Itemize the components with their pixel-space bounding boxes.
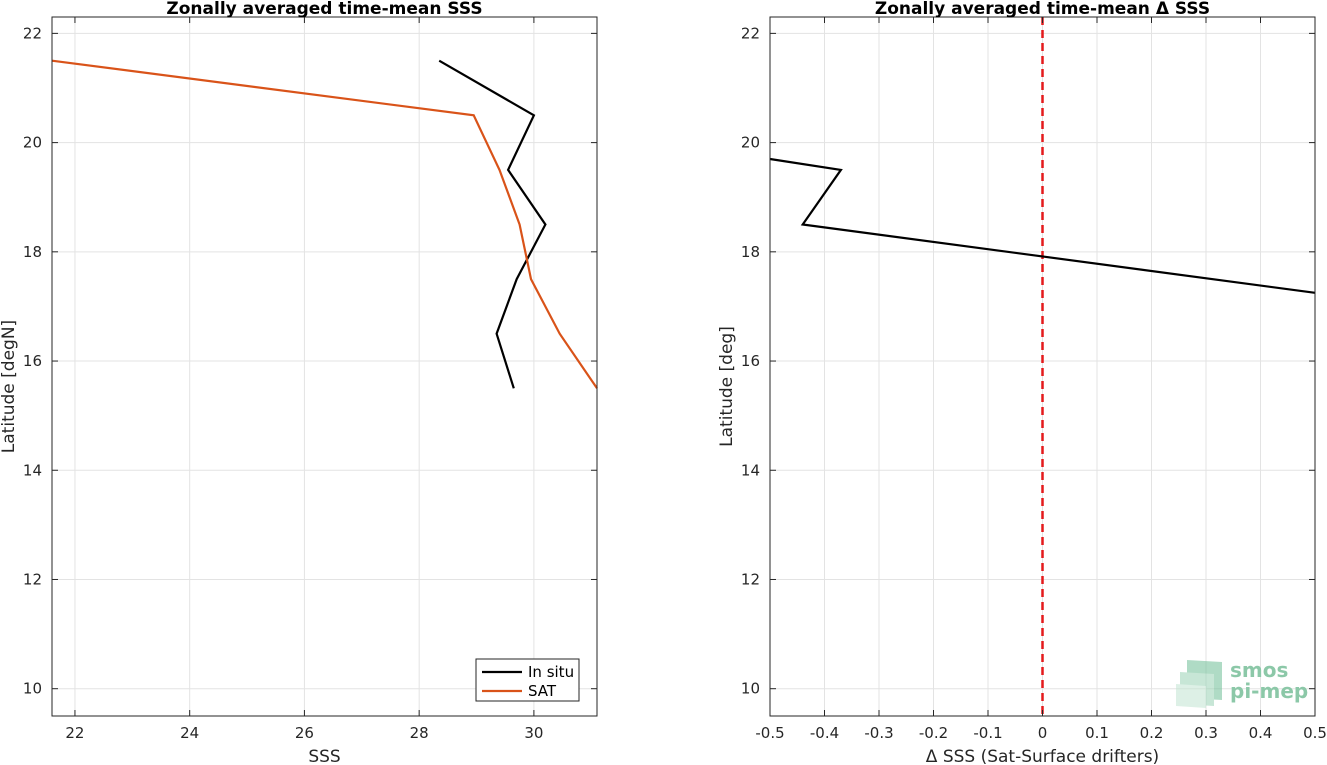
delta-sss-panel: -0.5 -0.4 -0.3 -0.2 -0.1 0 0.1 0.2 0.3 0.4 0.5 10 12… xyxy=(717,0,1327,765)
series-line-sat xyxy=(51,59,598,389)
y-tick-label: 18 xyxy=(23,243,42,261)
x-tick-label: -0.3 xyxy=(864,724,893,742)
series-line-in-situ xyxy=(438,59,547,389)
y-tick-label: 22 xyxy=(23,24,42,42)
sss-axes-box xyxy=(51,16,598,717)
sss-series-group xyxy=(51,59,598,389)
watermark-line-2: pi-mep xyxy=(1230,679,1308,703)
series-line-delta-sss xyxy=(769,157,1316,294)
x-tick-label: 0.5 xyxy=(1303,724,1327,742)
sss-grid xyxy=(52,17,597,716)
x-tick-label: -0.1 xyxy=(973,724,1002,742)
delta-sss-chart-title: Zonally averaged time-mean Δ SSS xyxy=(875,0,1210,19)
y-tick-label: 20 xyxy=(23,134,42,152)
y-tick-label: 12 xyxy=(23,570,42,588)
x-tick-label: -0.4 xyxy=(810,724,839,742)
x-tick-label: -0.2 xyxy=(919,724,948,742)
smos-pi-mep-watermark: smos pi-mep xyxy=(1176,658,1308,708)
sss-ticks: 22 24 26 28 30 10 12 14 16 18 20 22 xyxy=(23,17,597,742)
delta-sss-ticks: -0.5 -0.4 -0.3 -0.2 -0.1 0 0.1 0.2 0.3 0.4 0.5 10 12… xyxy=(741,17,1327,742)
delta-sss-y-axis-label: Latitude [deg] xyxy=(717,326,737,447)
sss-x-axis-label: SSS xyxy=(308,747,340,765)
sss-panel: 22 24 26 28 30 10 12 14 16 18 20 22 Zonally average… xyxy=(0,0,598,765)
watermark-line-1: smos xyxy=(1230,658,1288,682)
x-tick-label: 0.1 xyxy=(1085,724,1109,742)
x-tick-label: 22 xyxy=(65,724,84,742)
y-tick-label: 16 xyxy=(23,352,42,370)
y-tick-label: 14 xyxy=(741,461,760,479)
legend-box xyxy=(475,658,580,702)
watermark-logo-icon xyxy=(1176,660,1222,708)
x-tick-label: 30 xyxy=(524,724,543,742)
x-tick-label: 0.3 xyxy=(1194,724,1218,742)
y-tick-label: 22 xyxy=(741,24,760,42)
sss-y-axis-label: Latitude [degN] xyxy=(0,320,19,453)
x-tick-label: 0.4 xyxy=(1249,724,1273,742)
x-tick-label: 24 xyxy=(180,724,199,742)
y-tick-label: 10 xyxy=(23,680,42,698)
y-tick-label: 12 xyxy=(741,570,760,588)
x-tick-label: 28 xyxy=(410,724,429,742)
x-tick-label: 0 xyxy=(1038,724,1048,742)
y-tick-label: 18 xyxy=(741,243,760,261)
x-tick-label: 26 xyxy=(295,724,314,742)
delta-sss-x-axis-label: Δ SSS (Sat-Surface drifters) xyxy=(926,747,1159,765)
y-tick-label: 10 xyxy=(741,680,760,698)
legend-label-in-situ: In situ xyxy=(528,663,574,681)
y-tick-label: 20 xyxy=(741,134,760,152)
y-tick-label: 16 xyxy=(741,352,760,370)
x-tick-label: 0.2 xyxy=(1140,724,1164,742)
y-tick-label: 14 xyxy=(23,461,42,479)
legend-label-sat: SAT xyxy=(528,682,557,700)
sss-chart-title: Zonally averaged time-mean SSS xyxy=(166,0,482,19)
x-tick-label: -0.5 xyxy=(755,724,784,742)
sss-legend: In situ SAT xyxy=(475,658,580,702)
delta-sss-series-group xyxy=(769,157,1316,294)
